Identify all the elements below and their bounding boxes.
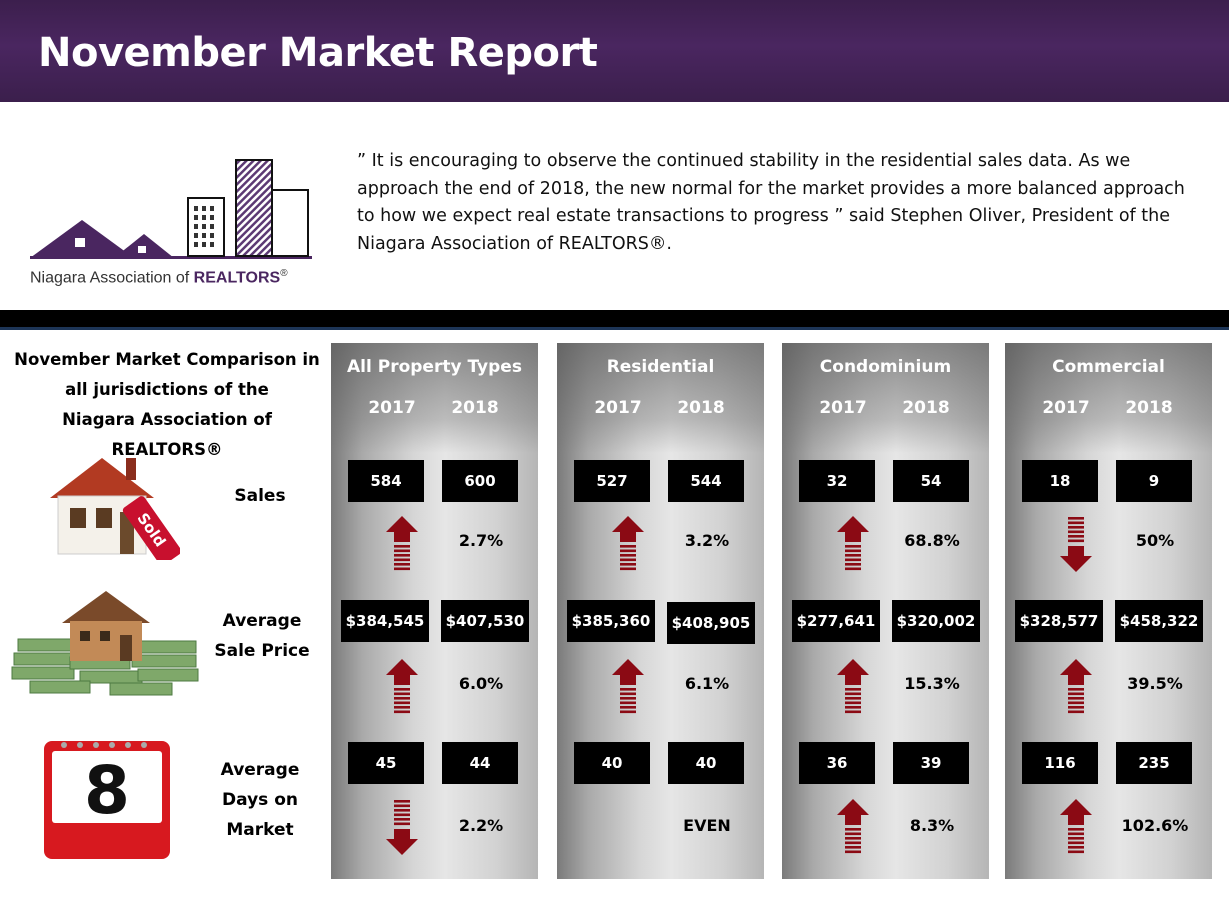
calendar-icon: 8 <box>44 741 170 859</box>
arrow-up-icon <box>837 516 869 571</box>
panel-title: Residential <box>606 357 715 377</box>
sales-2017-value: 18 <box>1022 460 1098 502</box>
days-change-percent: 102.6% <box>1121 816 1189 835</box>
price-change-percent: 15.3% <box>904 674 960 693</box>
row-label-sales: Sales <box>234 486 286 506</box>
panel-header-shade <box>331 343 538 453</box>
year-2017-label: 2017 <box>368 398 416 418</box>
panel-title: Commercial <box>1052 357 1165 377</box>
days-change-percent: 8.3% <box>909 816 955 835</box>
row-label-days-line1: Average <box>220 760 300 780</box>
days-2018-value: 44 <box>442 742 518 784</box>
sales-2018-value: 600 <box>442 460 518 502</box>
logo-caption: Niagara Association of REALTORS® <box>30 268 288 287</box>
days-2017-value: 40 <box>574 742 650 784</box>
year-2018-label: 2018 <box>451 398 499 418</box>
days-2017-value: 36 <box>799 742 875 784</box>
arrow-up-icon <box>612 516 644 571</box>
arrow-up-icon <box>386 516 418 571</box>
arrow-up-icon <box>837 659 869 714</box>
sales-2017-value: 584 <box>348 460 424 502</box>
days-2018-value: 235 <box>1116 742 1192 784</box>
comparison-title: November Market Comparison in all jurisd… <box>12 345 322 465</box>
arrow-up-icon <box>1060 799 1092 854</box>
arrow-up-icon <box>386 659 418 714</box>
row-label-days: Average Days on Market <box>210 755 310 845</box>
separator-accent <box>0 327 1229 330</box>
house-on-money-icon <box>11 591 199 696</box>
price-2018-value: $407,530 <box>441 600 529 642</box>
logo-org-brand: REALTORS <box>193 269 281 287</box>
logo-org-prefix: Niagara Association of <box>30 269 194 287</box>
sales-2018-value: 9 <box>1116 460 1192 502</box>
page-title: November Market Report <box>38 30 598 76</box>
days-change-percent: EVEN <box>683 816 731 835</box>
days-2017-value: 116 <box>1022 742 1098 784</box>
year-2018-label: 2018 <box>902 398 950 418</box>
sales-2017-value: 527 <box>574 460 650 502</box>
sales-change-percent: 3.2% <box>684 531 730 550</box>
row-label-days-line3: Market <box>226 820 294 840</box>
year-2018-label: 2018 <box>1125 398 1173 418</box>
days-2018-value: 40 <box>668 742 744 784</box>
days-2018-value: 39 <box>893 742 969 784</box>
panel-title: All Property Types <box>347 357 522 377</box>
panel-commercial: Commercial 2017 2018 18 9 50% $328,577 $458,322… <box>1005 343 1212 879</box>
arrow-down-icon <box>386 800 418 855</box>
panel-residential: Residential 2017 2018 527 544 3.2% $385,360 $40… <box>557 343 764 879</box>
sales-2018-value: 544 <box>668 460 744 502</box>
separator-bar <box>0 310 1229 327</box>
price-2018-value: $408,905 <box>667 602 755 644</box>
row-label-days-line2: Days on <box>222 790 298 810</box>
panel-header-shade <box>557 343 764 453</box>
comparison-title-line1: November Market Comparison in <box>14 350 320 369</box>
price-2018-value: $320,002 <box>892 600 980 642</box>
price-2017-value: $385,360 <box>567 600 655 642</box>
panel-header-shade <box>782 343 989 453</box>
price-2017-value: $277,641 <box>792 600 880 642</box>
arrow-up-icon <box>837 799 869 854</box>
year-2017-label: 2017 <box>819 398 867 418</box>
calendar-number: 8 <box>84 752 130 829</box>
panel-all-property-types: All Property Types 2017 2018 584 600 2.7% $384… <box>331 343 538 879</box>
row-label-price-line1: Average <box>222 611 302 631</box>
sales-2018-value: 54 <box>893 460 969 502</box>
row-label-price-line2: Sale Price <box>214 641 310 661</box>
comparison-title-line3: Niagara Association of REALTORS® <box>62 410 272 459</box>
days-change-percent: 2.2% <box>458 816 504 835</box>
comparison-title-line2: all jurisdictions of the <box>65 380 269 399</box>
price-change-percent: 6.1% <box>684 674 730 693</box>
sales-change-percent: 2.7% <box>458 531 504 550</box>
price-2017-value: $384,545 <box>341 600 429 642</box>
price-2017-value: $328,577 <box>1015 600 1103 642</box>
year-2017-label: 2017 <box>1042 398 1090 418</box>
sales-change-percent: 50% <box>1135 531 1175 550</box>
year-2017-label: 2017 <box>594 398 642 418</box>
panel-condominium: Condominium 2017 2018 32 54 68.8% $277,641 $320… <box>782 343 989 879</box>
sold-house-icon: Sold <box>50 458 180 560</box>
row-label-price: Average Sale Price <box>204 606 320 666</box>
year-2018-label: 2018 <box>677 398 725 418</box>
price-change-percent: 39.5% <box>1127 674 1183 693</box>
days-2017-value: 45 <box>348 742 424 784</box>
price-change-percent: 6.0% <box>458 674 504 693</box>
price-2018-value: $458,322 <box>1115 600 1203 642</box>
arrow-up-icon <box>1060 659 1092 714</box>
sales-2017-value: 32 <box>799 460 875 502</box>
president-quote: ” It is encouraging to observe the conti… <box>357 151 1185 254</box>
sales-change-percent: 68.8% <box>904 531 960 550</box>
arrow-up-icon <box>612 659 644 714</box>
panel-title: Condominium <box>819 357 952 377</box>
niagara-realtors-logo: Niagara Association of REALTORS® <box>22 150 322 300</box>
logo-skyline-icon <box>30 159 312 259</box>
header-banner: November Market Report <box>0 0 1229 102</box>
panel-header-shade <box>1005 343 1212 453</box>
arrow-down-icon <box>1060 517 1092 572</box>
logo-reg-mark: ® <box>280 268 288 279</box>
